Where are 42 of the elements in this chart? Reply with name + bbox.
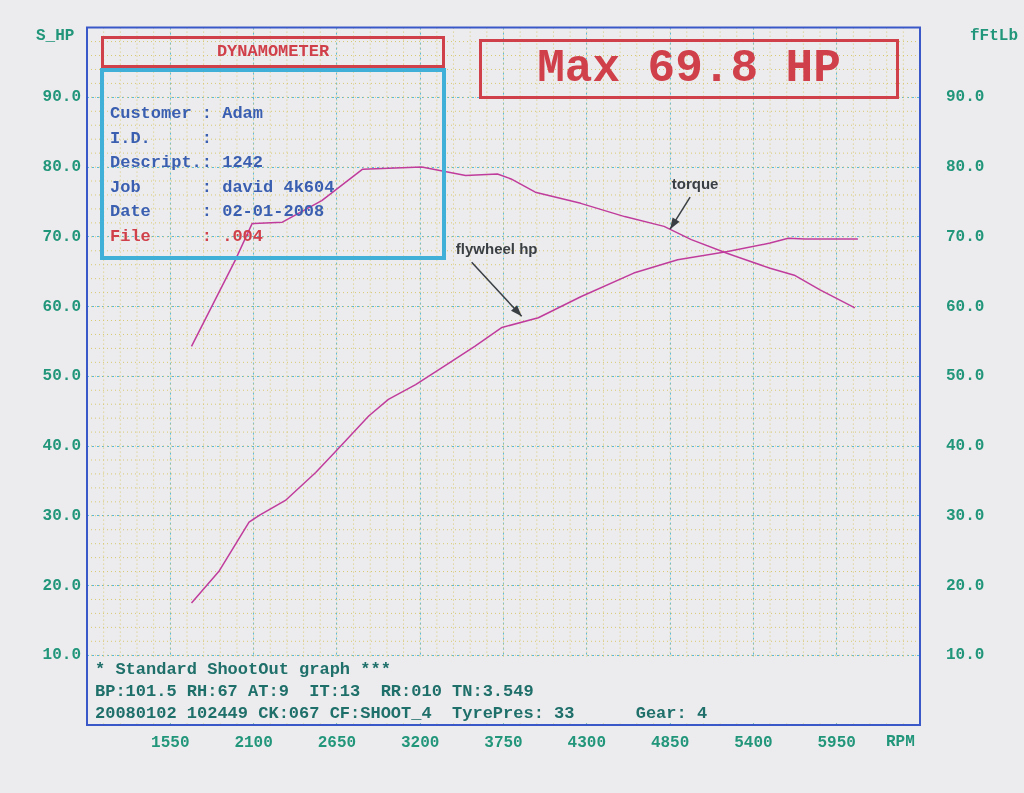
y-tick-label: 70.0 <box>42 227 81 246</box>
annotation: I.D. : <box>110 127 214 150</box>
y2-tick-label: 70.0 <box>946 227 985 246</box>
title-frame: DYNAMOMETER <box>101 36 445 68</box>
y2-tick-label: 20.0 <box>946 576 985 595</box>
x-tick-label: 2100 <box>234 733 273 752</box>
y2-tick-label: 10.0 <box>946 646 985 665</box>
x-tick-label: 5950 <box>817 733 856 752</box>
y2-tick-label: 80.0 <box>946 158 985 177</box>
y-tick-label: 30.0 <box>42 506 81 525</box>
x-tick-label: 1550 <box>151 733 190 752</box>
x-axis-title: RPM <box>886 733 915 752</box>
y-tick-label: 40.0 <box>42 437 81 456</box>
y-tick-label: 60.0 <box>42 297 81 316</box>
y-tick-label: 50.0 <box>42 367 81 386</box>
y-tick-label: 10.0 <box>42 646 81 665</box>
annotation: flywheel hp <box>455 240 538 258</box>
x-tick-label: 3200 <box>401 733 440 752</box>
annotation: Descript.: 1242 <box>110 152 265 174</box>
y2-tick-label: 60.0 <box>946 297 985 316</box>
x-tick-label: 4850 <box>650 733 690 752</box>
y2-tick-label: 30.0 <box>946 506 985 525</box>
x-tick-label: 4300 <box>567 733 606 752</box>
annotation: torque <box>671 175 719 193</box>
x-tick-label: 3750 <box>484 733 523 752</box>
peak-frame: Max 69.8 HP <box>479 39 899 99</box>
x-tick-label: 2650 <box>317 733 357 752</box>
annotation: Job : david 4k604 <box>110 176 336 199</box>
y-tick-label: 20.0 <box>42 576 81 595</box>
annotation: Customer : Adam <box>110 103 265 125</box>
y2-tick-label: 90.0 <box>946 88 985 107</box>
annotation: BP:101.5 RH:67 AT:9 IT:13 RR:010 TN:3.549 <box>95 681 535 703</box>
annotation: * Standard ShootOut graph *** <box>95 659 392 681</box>
x-tick-label: 5400 <box>734 733 773 752</box>
y-axis-title: S_HP <box>36 27 75 46</box>
y-tick-label: 90.0 <box>42 88 81 107</box>
y2-axis-title: fFtLb <box>969 27 1018 46</box>
y2-tick-label: 40.0 <box>946 437 985 456</box>
y-tick-label: 80.0 <box>42 158 81 177</box>
annotation: 20080102 102449 CK:067 CF:SHOOT_4 TyrePres: 33 Gear: 4 <box>95 703 709 725</box>
info-strip: * Standard ShootOut graph *** BP:101.5 RH:67 AT:9 IT:13 RR:010 TN:3.549 20080102 102449 CK:067 CF:SHOOT_4 TyrePres: 33 Gear: 4 <box>89 657 918 723</box>
y2-tick-label: 50.0 <box>946 367 985 386</box>
